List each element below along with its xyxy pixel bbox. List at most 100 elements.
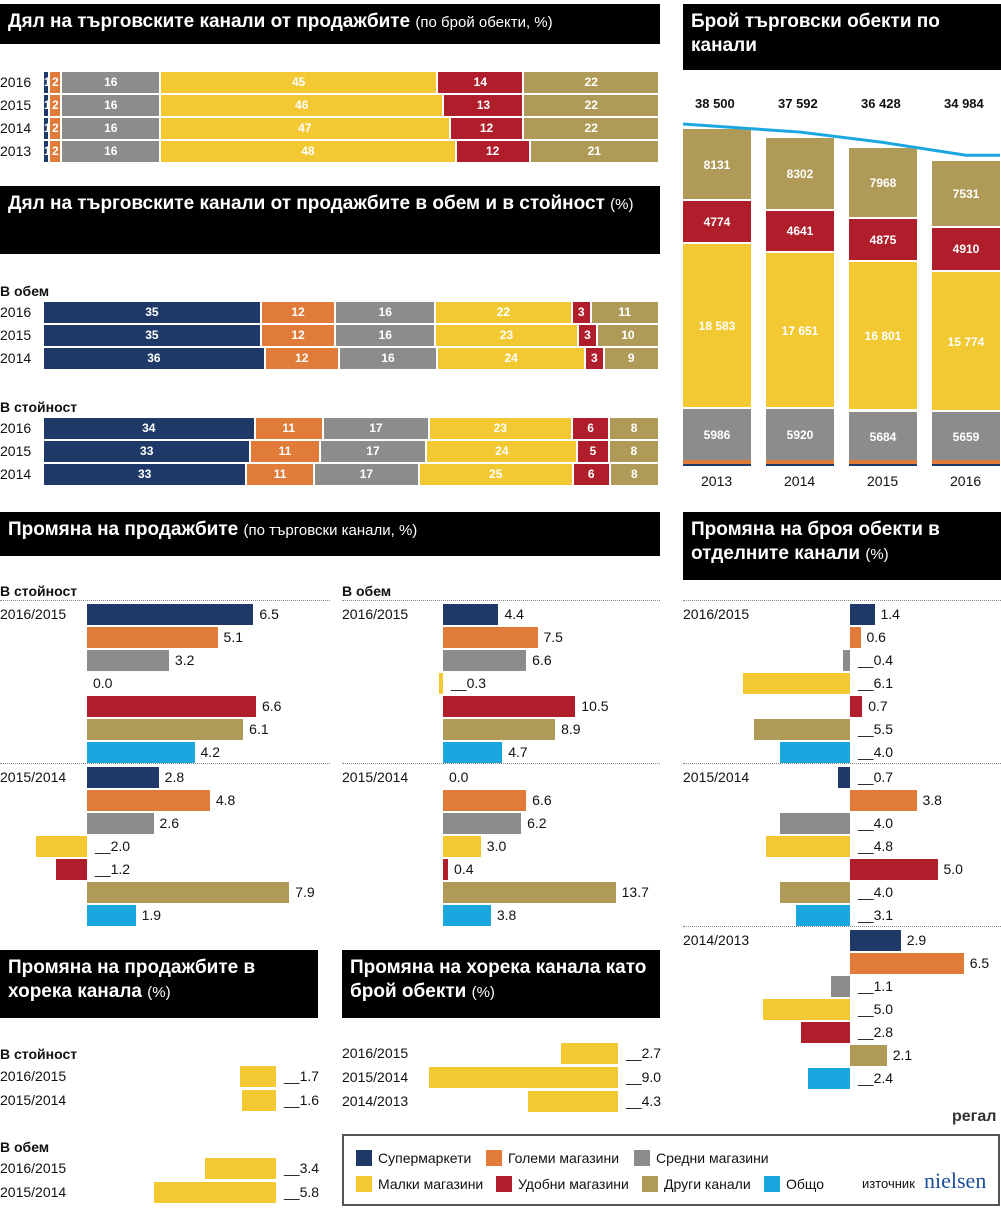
change-value-label: __5.8 xyxy=(284,1184,320,1200)
legend-swatch xyxy=(642,1176,658,1192)
title-text: Промяна на продажбите xyxy=(8,519,239,540)
change-bar-large xyxy=(850,627,861,648)
bar-segment-large: 12 xyxy=(261,325,337,346)
change-bar-large xyxy=(850,953,964,974)
bar-segment-small: 18 583 xyxy=(683,241,751,407)
total-label: 38 500 xyxy=(695,96,735,111)
bar-segment-other: 8 xyxy=(609,441,660,462)
bar-segment-large xyxy=(849,460,917,464)
change-value-label: 5.0 xyxy=(943,861,963,877)
title-text: Дял на търговските канали от продажбите xyxy=(8,11,411,32)
bar-segment-super xyxy=(683,464,751,466)
bar-segment-super: 1 xyxy=(44,141,51,162)
change-bar-other xyxy=(87,719,244,740)
legend-label: Големи магазини xyxy=(508,1150,620,1166)
change-bar-conv xyxy=(443,859,449,880)
change-value-label: 0.7 xyxy=(868,698,888,714)
change-bar-medium xyxy=(87,813,154,834)
row-label: 2016/2015 xyxy=(0,1160,67,1176)
subtitle-text: (%) xyxy=(147,984,171,1001)
change-value-label: __4.0 xyxy=(858,815,894,831)
change-value-label: __2.7 xyxy=(626,1045,662,1061)
x-tick-label: 2015 xyxy=(867,473,899,489)
change-bar-other xyxy=(850,1045,887,1066)
bar-segment-large: 12 xyxy=(265,348,340,369)
change-value-label: __2.0 xyxy=(95,838,131,854)
change-bar-other xyxy=(753,719,850,740)
change-bar-small xyxy=(762,999,850,1020)
bar-segment-small: 25 xyxy=(419,464,574,485)
change-value-label: 3.0 xyxy=(486,838,507,854)
change-value-label: __6.1 xyxy=(858,675,894,691)
panel-title-outlets-change: Промяна на броя обекти в отделните канал… xyxy=(683,512,1001,580)
bar-segment-other: 21 xyxy=(530,141,660,162)
legend-label: Общо xyxy=(786,1176,825,1192)
period-separator xyxy=(342,763,660,764)
period-label: 2014/2013 xyxy=(683,932,750,948)
bar-segment-small: 48 xyxy=(161,141,457,162)
change-value-label: 6.2 xyxy=(527,815,547,831)
bar-segment-large: 11 xyxy=(255,418,324,439)
horeca-bar xyxy=(240,1066,276,1087)
change-value-label: 6.6 xyxy=(532,652,552,668)
change-value-label: __1.7 xyxy=(284,1068,320,1084)
bar-segment-small: 45 xyxy=(161,72,439,93)
change-value-label: 1.4 xyxy=(880,606,900,622)
change-value-label: __1.1 xyxy=(858,978,894,994)
bar-segment-medium: 5920 xyxy=(766,407,834,460)
change-bar-super xyxy=(443,604,499,625)
title-text: Промяна на продажбите в хорека канала xyxy=(8,957,256,1002)
panel-title-sales-change: Промяна на продажбите (по търговски кана… xyxy=(0,512,660,556)
change-value-label: 2.1 xyxy=(892,1047,913,1063)
change-value-label: 2.8 xyxy=(164,769,185,785)
legend-swatch xyxy=(634,1150,650,1166)
bar-segment-conv: 5 xyxy=(578,441,610,462)
panel-title-horeca-sales: Промяна на продажбите в хорека канала (%… xyxy=(0,950,318,1018)
change-bar-total xyxy=(87,742,195,763)
bar-segment-super: 35 xyxy=(44,302,262,323)
change-bar-super xyxy=(87,767,159,788)
total-label: 36 428 xyxy=(861,96,901,111)
legend-label: Малки магазини xyxy=(378,1176,484,1192)
bar-segment-medium: 5986 xyxy=(683,406,751,460)
title-text: Дял на търговските канали от продажбите … xyxy=(8,193,605,214)
change-value-label: __3.1 xyxy=(858,907,894,923)
bar-segment-medium: 5659 xyxy=(932,409,1000,460)
change-bar-total xyxy=(443,905,491,926)
sales-change-volume-label: В обем xyxy=(342,583,392,599)
legend-label: Супермаркети xyxy=(378,1150,472,1166)
change-bar-total xyxy=(780,742,850,763)
bar-segment-small: 24 xyxy=(438,348,587,369)
change-value-label: 6.5 xyxy=(259,606,279,622)
subtitle-text: (по търговски канали, %) xyxy=(243,522,418,539)
change-value-label: __0.4 xyxy=(858,652,894,668)
change-bar-super xyxy=(850,930,901,951)
change-bar-small xyxy=(35,836,87,857)
bar-segment-large: 2 xyxy=(50,95,63,116)
row-label: 2014 xyxy=(0,466,32,482)
horeca-outlets-bar xyxy=(429,1067,618,1088)
bar-segment-large: 11 xyxy=(247,464,316,485)
bar-segment-small: 17 651 xyxy=(766,250,834,408)
change-bar-large xyxy=(443,627,538,648)
change-value-label: __2.8 xyxy=(858,1024,894,1040)
change-bar-super xyxy=(850,604,875,625)
change-value-label: __0.3 xyxy=(451,675,487,691)
subtitle-text: (%) xyxy=(610,196,634,213)
change-value-label: 1.9 xyxy=(141,907,162,923)
panel-title-outlet-counts: Брой търговски обекти по канали xyxy=(683,4,1001,70)
publisher-logo: регал xyxy=(952,1108,997,1125)
period-label: 2015/2014 xyxy=(0,769,67,785)
horeca-volume-label: В обем xyxy=(0,1139,50,1155)
row-label: 2015/2014 xyxy=(0,1092,67,1108)
row-label: 2015 xyxy=(0,327,32,343)
period-label: 2015/2014 xyxy=(342,769,409,785)
bar-segment-super: 1 xyxy=(44,95,51,116)
x-tick-label: 2016 xyxy=(950,473,982,489)
change-bar-small xyxy=(443,836,481,857)
period-label: 2016/2015 xyxy=(0,606,67,622)
x-tick-label: 2014 xyxy=(784,473,816,489)
bar-segment-medium: 17 xyxy=(324,418,430,439)
nielsen-logo: nielsen xyxy=(924,1168,987,1193)
